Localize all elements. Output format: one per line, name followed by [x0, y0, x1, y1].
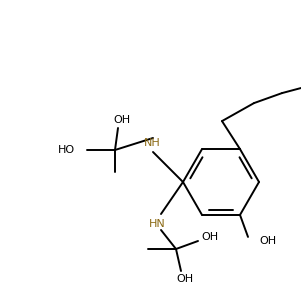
Text: HO: HO [58, 145, 75, 155]
Text: HN: HN [149, 219, 165, 229]
Text: OH: OH [113, 115, 131, 125]
Text: OH: OH [259, 236, 276, 246]
Text: NH: NH [144, 138, 160, 148]
Text: OH: OH [176, 274, 194, 284]
Text: OH: OH [201, 232, 219, 242]
